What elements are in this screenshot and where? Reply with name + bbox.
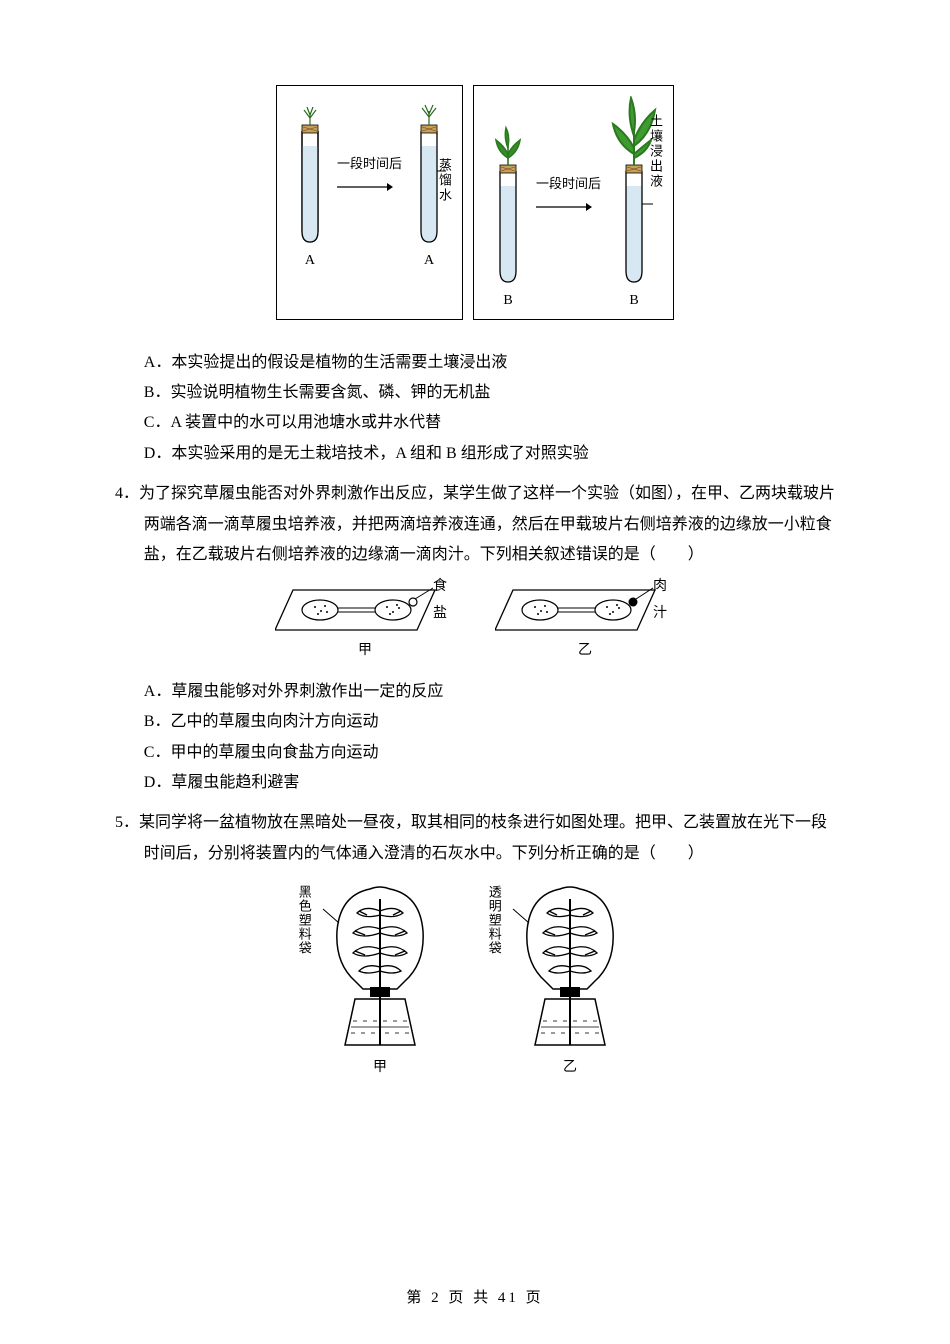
bag-yi-caption: 乙 [563,1055,577,1082]
panel-a-arrow: 一段时间后 [337,152,402,219]
slide-yi: 肉汁 乙 [495,580,675,665]
panel-a-side-label: 蒸馏水 [431,158,456,203]
q5-figure: 黑色塑料袋 [115,881,835,1082]
tube-b-right-label: B [629,288,638,315]
figure-panel-b: 土壤浸出液 B 一段时 [473,85,674,320]
page-footer: 第 2 页 共 41 页 [0,1284,950,1313]
tube-a-left-label: A [305,248,315,275]
q4-option-d: D．草履虫能趋利避害 [115,768,835,798]
slide-jia-label: 甲 [358,638,372,665]
slide-yi-label: 乙 [578,638,592,665]
q3-option-c: C．A 装置中的水可以用池塘水或井水代替 [115,408,835,438]
slide-jia-annot: 食盐 [433,574,455,627]
q4-option-c: C．甲中的草履虫向食盐方向运动 [115,738,835,768]
q4-option-a: A．草履虫能够对外界刺激作出一定的反应 [115,677,835,707]
q5-stem: 5．某同学将一盆植物放在黑暗处一昼夜，取其相同的枝条进行如图处理。把甲、乙装置放… [115,808,835,869]
slide-jia: 食盐 甲 [275,580,455,665]
bag-jia-caption: 甲 [373,1055,387,1082]
tube-b-left: B [488,116,528,315]
q4-figure: 食盐 甲 肉汁 [115,580,835,665]
panel-b-side-label: 土壤浸出液 [642,114,667,189]
tube-b-left-label: B [503,288,512,315]
tube-a-right-label: A [424,248,434,275]
q3-option-b: B．实验说明植物生长需要含氮、磷、钾的无机盐 [115,378,835,408]
question-5: 5．某同学将一盆植物放在黑暗处一昼夜，取其相同的枝条进行如图处理。把甲、乙装置放… [115,808,835,1081]
bag-jia-label: 黑色塑料袋 [291,885,316,955]
bag-yi: 透明塑料袋 [505,881,635,1082]
q3-option-d: D．本实验采用的是无土栽培技术，A 组和 B 组形成了对照实验 [115,439,835,469]
bag-jia: 黑色塑料袋 [315,881,445,1082]
bag-yi-label: 透明塑料袋 [481,885,506,955]
q3-option-a: A．本实验提出的假设是植物的生活需要土壤浸出液 [115,348,835,378]
figure-panel-a: 蒸馏水 A [276,85,463,320]
q3-figure: 蒸馏水 A [115,85,835,320]
q4-option-b: B．乙中的草履虫向肉汁方向运动 [115,707,835,737]
tube-a-left: A [291,96,329,275]
q3-options: A．本实验提出的假设是植物的生活需要土壤浸出液 B．实验说明植物生长需要含氮、磷… [115,348,835,470]
question-4: 4．为了探究草履虫能否对外界刺激作出反应，某学生做了这样一个实验（如图），在甲、… [115,479,835,798]
slide-yi-annot: 肉汁 [653,574,675,627]
q4-stem: 4．为了探究草履虫能否对外界刺激作出反应，某学生做了这样一个实验（如图），在甲、… [115,479,835,570]
panel-b-arrow: 一段时间后 [536,172,601,239]
